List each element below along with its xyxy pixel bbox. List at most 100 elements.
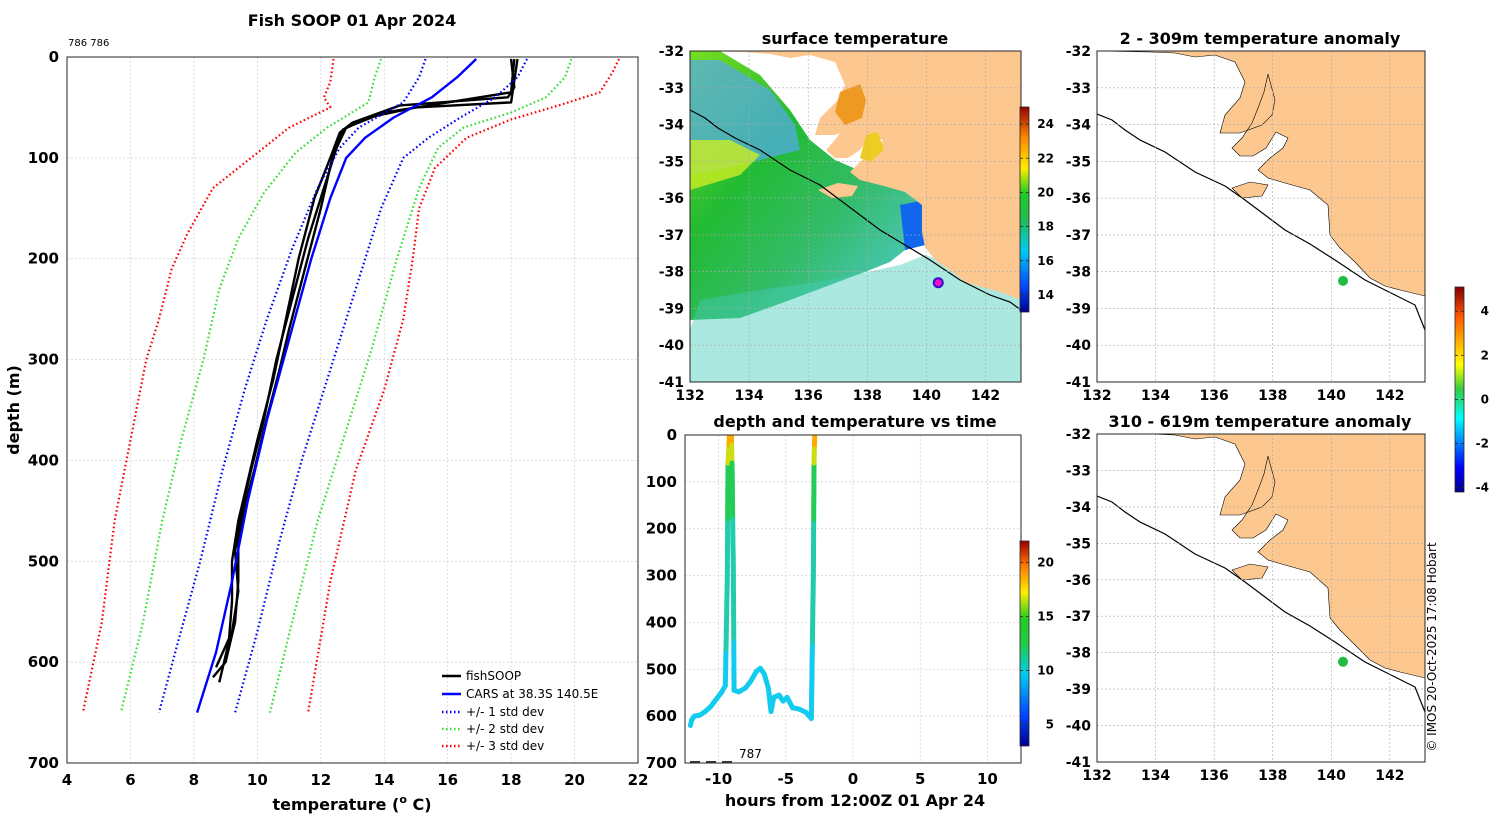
depth-time-ytick-label: 600	[646, 707, 677, 725]
sst-colorbar-gradient	[1019, 106, 1030, 313]
depth-time-xtick-label: -10	[705, 770, 732, 788]
depth-time-ytick-label: 400	[646, 613, 677, 631]
sst-colorbar-tick-label: 16	[1037, 254, 1054, 268]
sst-lat-tick-label: -39	[659, 301, 684, 317]
legend-label-sd2: +/- 2 std dev	[466, 722, 544, 736]
anomaly-deep-land	[1097, 434, 1425, 679]
depth-time-annotation: 787	[739, 747, 762, 761]
sst-lat-tick-label: -32	[659, 44, 684, 60]
sst-position-marker	[932, 277, 944, 289]
sst-colorbar-tick-label: 18	[1037, 220, 1054, 234]
sst-field-coastal-cool	[900, 200, 925, 250]
sst-lat-tick-label: -34	[659, 118, 685, 134]
sst-lon-tick-label: 136	[794, 388, 823, 404]
anomaly-deep-grid	[1097, 434, 1425, 762]
anomaly-shallow-lon-tick-label: 138	[1258, 388, 1287, 404]
profile-xtick-label: 6	[125, 771, 135, 789]
depth-time-colorbar-tick-label: 5	[1046, 717, 1054, 731]
anomaly-shallow-title: 2 - 309m temperature anomaly	[1120, 29, 1401, 48]
anomaly-shallow-lon-tick-label: 140	[1317, 388, 1346, 404]
anomaly-shallow-lat-tick-label: -38	[1066, 265, 1091, 281]
depth-time-ytick-label: 700	[646, 754, 677, 772]
sst-lat-tick-label: -33	[659, 81, 684, 97]
depth-time-panel: depth and temperature vs time -10 -5 0 5 100…	[646, 412, 1054, 810]
profile-xtick-label: 14	[374, 771, 395, 789]
anomaly-shallow-lat-tick-label: -33	[1066, 81, 1091, 97]
profile-xtick-label: 16	[437, 771, 458, 789]
anomaly-deep-lat-tick-label: -37	[1066, 609, 1091, 625]
anomaly-deep-lon-tick-label: 132	[1082, 768, 1111, 784]
anomaly-colorbar-ticks: -4 -2 0 2 4	[1455, 304, 1489, 495]
depth-time-xtick-label: 10	[977, 770, 998, 788]
anomaly-deep-marker	[1338, 656, 1348, 667]
depth-time-ytick-label: 100	[646, 473, 677, 491]
profile-small-label: 786 786	[68, 38, 109, 49]
anomaly-shallow-grid	[1097, 51, 1425, 382]
sst-shelf-contour	[690, 109, 1021, 311]
legend-label-sd1: +/- 1 std dev	[466, 705, 544, 719]
profile-series-line	[218, 58, 516, 683]
anomaly-shallow-lat-tick-label: -32	[1066, 44, 1091, 60]
sst-lon-tick-label: 142	[971, 388, 1000, 404]
profile-xtick-label: 20	[564, 771, 585, 789]
depth-time-title: depth and temperature vs time	[713, 412, 996, 431]
profile-xtick-label: 10	[247, 771, 268, 789]
anomaly-shallow-lat-tick-label: -41	[1066, 375, 1091, 391]
sst-lon-tick-label: 138	[853, 388, 882, 404]
sst-gulf-warm-1	[835, 84, 866, 125]
sst-lat-tick-label: -40	[659, 338, 685, 354]
anomaly-shallow-lon-tick-label: 134	[1141, 388, 1170, 404]
profile-title: Fish SOOP 01 Apr 2024	[248, 11, 457, 30]
profile-series-line	[119, 58, 383, 713]
sst-colorbar-tick-label: 20	[1037, 185, 1054, 199]
profile-ytick-label: 200	[28, 250, 59, 268]
anomaly-deep-lat-tick-label: -32	[1066, 427, 1091, 443]
profile-ticks: 4 6 8 10 12 14 16 18 20 22 0 100 200 300 400 500 600 700	[28, 48, 649, 789]
anomaly-deep-ticks: 132 134 136 138 140 142 -32 -33 -34 -35 -36 -37 -38 -…	[1066, 427, 1405, 784]
anomaly-deep-title: 310 - 619m temperature anomaly	[1109, 412, 1412, 431]
anomaly-shallow-lat-tick-label: -36	[1066, 191, 1091, 207]
profile-series-line	[234, 58, 528, 713]
sst-lat-tick-label: -38	[659, 265, 684, 281]
sst-lon-tick-label: 140	[912, 388, 941, 404]
anomaly-map-deep-panel: 310 - 619m temperature anomaly 132 134 136…	[1066, 412, 1426, 784]
anomaly-shallow-lat-tick-label: -39	[1066, 301, 1091, 317]
sst-colorbar-ticks: 14 16 18 20 22 24	[1020, 117, 1054, 302]
profile-xtick-label: 8	[189, 771, 199, 789]
anomaly-shallow-lon-tick-label: 132	[1082, 388, 1111, 404]
profile-xlabel: temperature (o C)	[272, 793, 431, 814]
depth-time-xtick-label: 5	[915, 770, 925, 788]
anomaly-shallow-lon-tick-label: 136	[1200, 388, 1229, 404]
depth-time-ytick-label: 300	[646, 567, 677, 585]
profile-ytick-label: 300	[28, 351, 59, 369]
profile-axes-box	[66, 56, 639, 764]
anomaly-colorbar-tick-label: -4	[1476, 481, 1489, 495]
profile-ytick-label: 500	[28, 552, 59, 570]
sst-colorbar-tick-label: 24	[1037, 117, 1054, 131]
anomaly-deep-lon-tick-label: 136	[1200, 768, 1229, 784]
anomaly-shallow-lat-tick-label: -34	[1066, 118, 1092, 134]
anomaly-deep-lat-tick-label: -39	[1066, 682, 1091, 698]
anomaly-deep-lat-tick-label: -33	[1066, 463, 1091, 479]
depth-time-ytick-label: 200	[646, 520, 677, 538]
legend-label-fishsoop: fishSOOP	[466, 669, 521, 683]
sst-lat-tick-label: -36	[659, 191, 684, 207]
profile-series-line	[211, 58, 519, 679]
anomaly-deep-lat-tick-label: -35	[1066, 536, 1091, 552]
anomaly-shallow-axes-box	[1096, 50, 1426, 383]
anomaly-colorbar-tick-label: -2	[1476, 437, 1489, 451]
anomaly-deep-lon-tick-label: 142	[1375, 768, 1404, 784]
profile-ytick-label: 700	[28, 754, 59, 772]
anomaly-colorbar: -4 -2 0 2 4	[1454, 286, 1489, 495]
anomaly-deep-lat-tick-label: -40	[1066, 719, 1092, 735]
profile-xtick-label: 12	[310, 771, 331, 789]
anomaly-deep-lon-tick-label: 138	[1258, 768, 1287, 784]
sst-ticks: 132 134 136 138 140 142 -32 -33 -34 -35 -36 -37 -38 -…	[659, 44, 1000, 404]
credit-text: © IMOS 20-Oct-2025 17:08 Hobart	[1425, 542, 1439, 752]
profile-ytick-label: 100	[28, 149, 59, 167]
sst-colorbar-tick-label: 22	[1037, 151, 1054, 165]
depth-time-xlabel: hours from 12:00Z 01 Apr 24	[725, 791, 985, 810]
sst-land-mainland	[690, 51, 1021, 300]
depth-time-colorbar-gradient	[1019, 540, 1030, 747]
depth-time-colorbar: 5 10 15 20	[1019, 540, 1054, 747]
